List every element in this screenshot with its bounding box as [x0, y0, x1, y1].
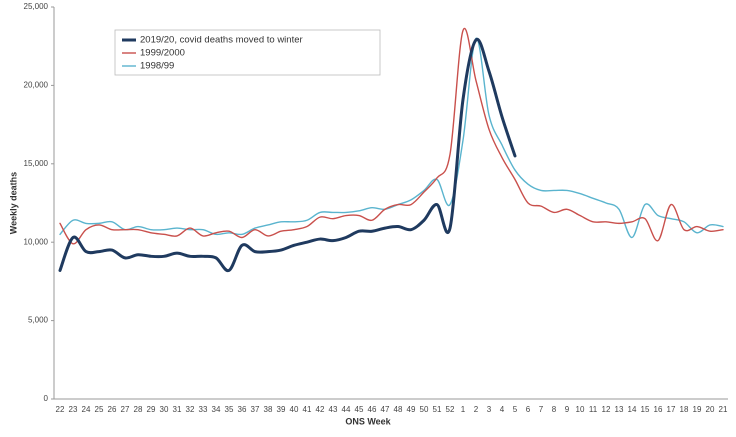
x-tick-label: 38 [264, 405, 273, 414]
x-tick-label: 37 [251, 405, 260, 414]
x-tick-label: 14 [628, 405, 637, 414]
x-tick-label: 24 [82, 405, 91, 414]
y-tick-label: 15,000 [24, 159, 49, 168]
x-tick-label: 22 [56, 405, 65, 414]
x-tick-label: 16 [654, 405, 663, 414]
x-tick-label: 13 [615, 405, 624, 414]
y-tick-label: 0 [44, 394, 49, 403]
legend-box [114, 29, 381, 76]
y-axis-title: Weekly deaths [8, 172, 18, 234]
x-tick-label: 45 [355, 405, 364, 414]
legend-label: 2019/20, covid deaths moved to winter [140, 35, 303, 46]
y-tick-label: 25,000 [24, 2, 49, 11]
x-tick-label: 41 [303, 405, 312, 414]
x-tick-label: 21 [719, 405, 728, 414]
x-tick-label: 15 [641, 405, 650, 414]
x-tick-label: 12 [602, 405, 611, 414]
y-tick-label: 10,000 [24, 237, 49, 246]
x-axis-title: ONS Week [345, 416, 391, 426]
x-tick-label: 51 [433, 405, 442, 414]
y-tick-label: 20,000 [24, 81, 49, 90]
x-tick-label: 35 [225, 405, 234, 414]
x-tick-label: 46 [368, 405, 377, 414]
x-tick-label: 47 [381, 405, 390, 414]
x-tick-label: 48 [394, 405, 403, 414]
legend-label: 1999/2000 [140, 48, 185, 59]
x-tick-label: 19 [693, 405, 702, 414]
x-tick-label: 40 [290, 405, 299, 414]
x-tick-label: 36 [238, 405, 247, 414]
x-tick-label: 43 [329, 405, 338, 414]
x-tick-label: 2 [474, 405, 479, 414]
x-tick-label: 44 [342, 405, 351, 414]
x-tick-label: 30 [160, 405, 169, 414]
x-tick-label: 31 [173, 405, 182, 414]
x-tick-label: 6 [526, 405, 531, 414]
x-tick-label: 9 [565, 405, 570, 414]
x-tick-label: 18 [680, 405, 689, 414]
x-tick-label: 32 [186, 405, 195, 414]
x-tick-label: 4 [500, 405, 505, 414]
x-tick-label: 23 [69, 405, 78, 414]
x-tick-label: 20 [706, 405, 715, 414]
x-tick-label: 28 [134, 405, 143, 414]
x-tick-label: 33 [199, 405, 208, 414]
x-tick-label: 3 [487, 405, 492, 414]
series-line [59, 27, 724, 245]
series-line [58, 37, 517, 273]
x-tick-label: 52 [446, 405, 455, 414]
x-tick-label: 34 [212, 405, 221, 414]
x-tick-label: 26 [108, 405, 117, 414]
legend-label: 1998/99 [140, 61, 174, 72]
x-tick-label: 42 [316, 405, 325, 414]
y-tick-label: 5,000 [28, 316, 49, 325]
x-tick-label: 17 [667, 405, 676, 414]
x-tick-label: 50 [420, 405, 429, 414]
x-tick-label: 39 [277, 405, 286, 414]
x-tick-label: 27 [121, 405, 130, 414]
x-tick-label: 25 [95, 405, 104, 414]
x-tick-label: 11 [589, 405, 598, 414]
x-tick-label: 5 [513, 405, 518, 414]
x-tick-label: 29 [147, 405, 156, 414]
x-tick-label: 7 [539, 405, 544, 414]
x-tick-label: 8 [552, 405, 557, 414]
x-tick-label: 1 [461, 405, 466, 414]
x-tick-label: 10 [576, 405, 585, 414]
x-tick-label: 49 [407, 405, 416, 414]
